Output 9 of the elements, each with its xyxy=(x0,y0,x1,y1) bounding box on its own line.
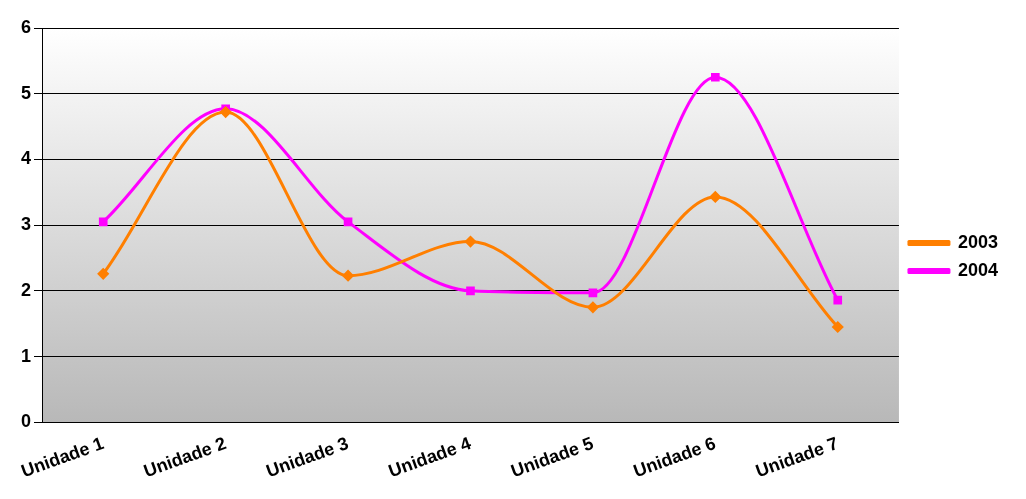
y-tick-label: 4 xyxy=(21,148,32,169)
y-tick-label: 5 xyxy=(21,82,32,103)
y-tick-label: 1 xyxy=(21,345,32,366)
y-tick-label: 3 xyxy=(21,214,32,235)
legend-label: 2004 xyxy=(957,259,998,280)
y-tick-label: 0 xyxy=(21,411,32,432)
y-tick-label: 2 xyxy=(21,279,32,300)
legend-label: 2003 xyxy=(957,231,998,252)
y-tick-label: 6 xyxy=(21,16,32,37)
